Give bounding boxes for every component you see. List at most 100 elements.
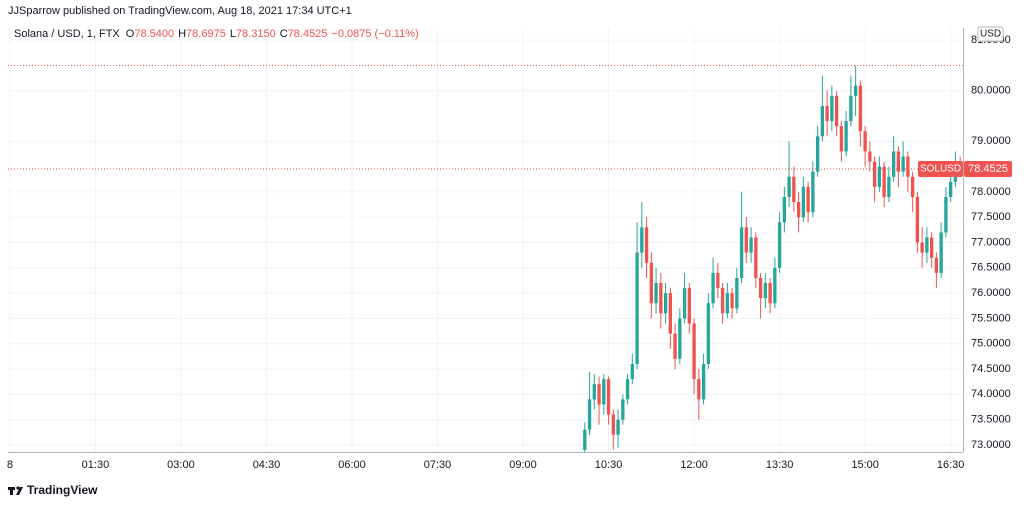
y-tick-label: 76.5000 [971, 262, 1011, 274]
candle-body [735, 277, 739, 309]
y-tick-label: 73.0000 [971, 439, 1011, 451]
y-tick-label: 79.0000 [971, 135, 1011, 147]
candle-body [896, 151, 901, 172]
candle-body [706, 303, 710, 364]
candle-body [697, 379, 701, 400]
x-tick-label: 09:00 [509, 459, 537, 471]
candle-body [640, 227, 644, 253]
candle-body [872, 161, 877, 187]
symbol-price-tag [918, 161, 963, 178]
candle-body [659, 283, 663, 314]
y-tick-label: 74.5000 [971, 363, 1011, 375]
currency-box [977, 26, 1004, 42]
candle-body [858, 85, 863, 132]
candle-body [606, 379, 611, 415]
last-price-tag [964, 161, 1012, 178]
candle-body [583, 429, 587, 450]
candle-body [716, 272, 720, 289]
candle-body [701, 363, 706, 400]
candle-body [811, 171, 815, 213]
y-tick-label: 74.0000 [971, 388, 1011, 400]
candle-body [749, 237, 753, 253]
symbol-price-name: SOLUSD [920, 164, 961, 175]
candle-body [673, 333, 677, 359]
y-tick-label: 80.0000 [971, 85, 1011, 97]
candle-body [844, 121, 848, 152]
candle-body [839, 126, 844, 152]
y-tick-label: 77.5000 [971, 211, 1011, 223]
x-tick-label: 03:00 [167, 459, 195, 471]
candle-body [692, 323, 696, 380]
candle-body [725, 293, 730, 314]
candle-body [925, 237, 929, 253]
y-tick-label: 75.0000 [971, 338, 1011, 350]
candle-body [678, 318, 682, 359]
candle-body [849, 95, 853, 122]
candle-body [654, 283, 658, 304]
candle-body [782, 196, 787, 223]
brand: TradingView [27, 483, 98, 497]
candle-body [920, 242, 924, 253]
ohlc-value: 78.3150 [236, 28, 276, 40]
candle-body [768, 283, 772, 304]
candle-body [891, 151, 896, 177]
ohlc-key: C [280, 28, 288, 40]
y-tick-label: 78.0000 [971, 186, 1011, 198]
candle-body [763, 283, 768, 299]
candle-body [834, 95, 839, 127]
ohlc-value: 78.6975 [186, 28, 226, 40]
x-tick-label: 10:30 [595, 459, 623, 471]
candle-body [616, 419, 620, 435]
candle-body [682, 288, 687, 319]
candle-body [820, 105, 825, 137]
x-tick-label: 13:30 [766, 459, 794, 471]
candle-body [668, 293, 672, 334]
candle-body [806, 186, 810, 213]
x-tick-label: 01:30 [82, 459, 110, 471]
candle-body [687, 288, 691, 324]
y-tick-label: 75.5000 [971, 312, 1011, 324]
candle-body [635, 252, 639, 364]
candle-body [754, 237, 758, 278]
candle-body [939, 232, 943, 273]
x-tick-label: 15:00 [851, 459, 879, 471]
candle-body [868, 151, 872, 162]
candle-body [944, 196, 948, 233]
candle-body [906, 156, 910, 177]
y-tick-label: 76.0000 [971, 287, 1011, 299]
ohlc-value: 78.4525 [288, 28, 328, 40]
candle-body [910, 176, 915, 197]
candle-body [644, 227, 649, 263]
candle-body [773, 267, 777, 304]
symbol-name: Solana / USD, 1, FTX [14, 28, 120, 40]
ohlc-key: O [126, 28, 135, 40]
x-tick-label: 12:00 [680, 459, 708, 471]
candle-body [663, 293, 668, 314]
candle-body [792, 176, 796, 203]
ohlc-key: L [230, 28, 236, 40]
candle-body [711, 272, 715, 304]
candle-body [901, 156, 905, 172]
candle-body [744, 227, 749, 253]
candle-body [720, 288, 725, 314]
x-tick-label: 07:30 [424, 459, 452, 471]
publish-info: JJSparrow published on TradingView.com, … [8, 5, 352, 17]
candle-body [882, 166, 886, 197]
candle-body [602, 379, 606, 405]
x-tick-label: 16:30 [937, 459, 965, 471]
last-price-label: 78.4525 [968, 163, 1008, 175]
candle-body [863, 131, 867, 152]
ohlc-value: 78.5400 [134, 28, 174, 40]
candle-body [649, 262, 653, 304]
candle-body [597, 384, 601, 405]
candle-body [611, 414, 615, 435]
candle-body [815, 136, 820, 172]
candle-body [887, 176, 891, 197]
candle-body [853, 85, 858, 96]
candle-body [730, 293, 734, 309]
currency-label: USD [980, 29, 1001, 40]
x-tick-label: 04:30 [253, 459, 281, 471]
candle-body [592, 384, 596, 400]
candle-body [739, 227, 744, 278]
